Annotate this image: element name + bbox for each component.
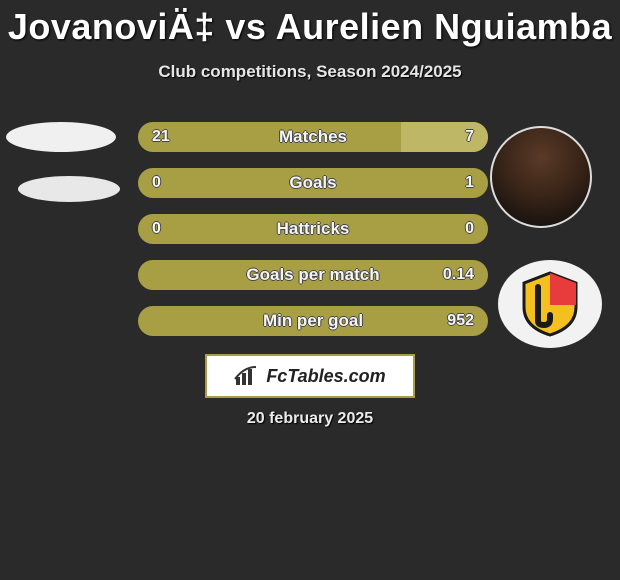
player-left-avatar-1 — [6, 122, 116, 152]
club-crest-right — [498, 260, 602, 348]
page-title: JovanoviÄ‡ vs Aurelien Nguiamba — [0, 0, 620, 48]
bar-track — [138, 168, 488, 198]
stat-left-value: 21 — [152, 122, 170, 152]
date-label: 20 february 2025 — [0, 410, 620, 428]
stat-row-min-per-goal: Min per goal 952 — [138, 306, 488, 336]
bar-chart-icon — [234, 365, 260, 387]
stat-row-matches: 21 Matches 7 — [138, 122, 488, 152]
page-subtitle: Club competitions, Season 2024/2025 — [0, 62, 620, 82]
logo-text: FcTables.com — [266, 366, 385, 387]
shield-icon — [520, 271, 580, 337]
player-right-avatar — [490, 126, 592, 228]
bar-track — [138, 306, 488, 336]
stat-left-value: 0 — [152, 168, 161, 198]
bar-track — [138, 214, 488, 244]
player-left-avatar-2 — [18, 176, 120, 202]
stat-row-goals-per-match: Goals per match 0.14 — [138, 260, 488, 290]
stat-right-value: 0 — [465, 214, 474, 244]
stats-container: 21 Matches 7 0 Goals 1 0 Hattricks 0 Goa… — [138, 122, 488, 352]
stat-right-value: 0.14 — [443, 260, 474, 290]
stat-right-value: 952 — [447, 306, 474, 336]
bar-fill-right — [401, 122, 489, 152]
stat-right-value: 1 — [465, 168, 474, 198]
stat-row-goals: 0 Goals 1 — [138, 168, 488, 198]
bar-track — [138, 260, 488, 290]
stat-left-value: 0 — [152, 214, 161, 244]
stat-row-hattricks: 0 Hattricks 0 — [138, 214, 488, 244]
logo-box[interactable]: FcTables.com — [205, 354, 415, 398]
stat-right-value: 7 — [465, 122, 474, 152]
